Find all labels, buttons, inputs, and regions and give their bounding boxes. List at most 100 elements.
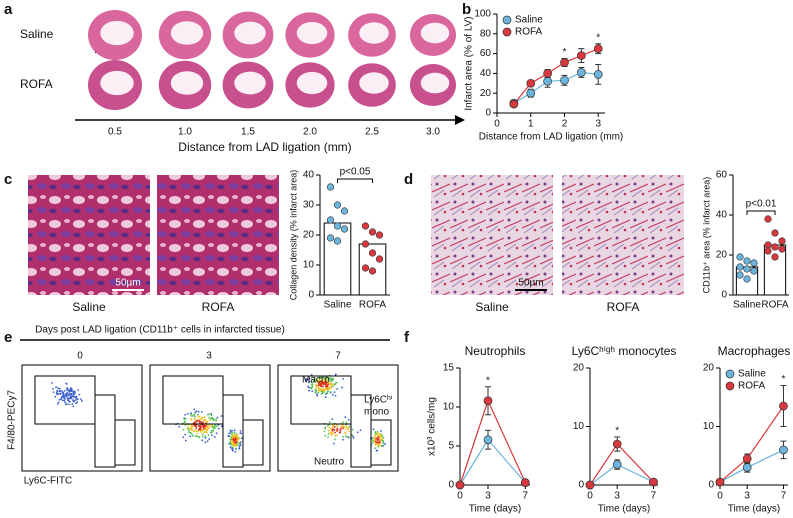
- flow-dot: [382, 445, 385, 447]
- data-point: [743, 275, 751, 283]
- flow-dot: [204, 435, 206, 438]
- flow-dot: [65, 387, 68, 390]
- flow-dot: [64, 401, 67, 404]
- flow-dot: [69, 390, 72, 393]
- axis-label: F4/80-PECy7: [7, 390, 18, 450]
- y-tick-label: 10: [573, 421, 585, 432]
- y-axis-label: x10³ cells/mg: [427, 397, 438, 456]
- flow-dot: [318, 382, 321, 385]
- flow-dot: [234, 450, 237, 453]
- flow-dot: [229, 429, 232, 432]
- flow-dot: [339, 431, 342, 434]
- flow-dot: [184, 433, 187, 436]
- arrow-head: [455, 115, 465, 125]
- flow-dot: [205, 421, 207, 424]
- flow-dot: [381, 438, 384, 440]
- flow-dot: [75, 402, 77, 405]
- legend-label: ROFA: [738, 381, 766, 392]
- flow-dot: [231, 443, 234, 446]
- flow-dot: [233, 429, 236, 432]
- flow-dot: [375, 441, 378, 444]
- flow-dot: [377, 441, 379, 444]
- data-point: [526, 78, 536, 88]
- flow-dot: [315, 386, 318, 389]
- flow-dot: [66, 393, 68, 395]
- flow-dot: [52, 388, 54, 390]
- flow-dot: [339, 429, 342, 432]
- flow-dot: [342, 377, 344, 380]
- flow-dot: [320, 388, 322, 391]
- legend-label: Saline: [738, 369, 766, 380]
- flow-dot: [184, 420, 186, 423]
- data-point: [333, 222, 342, 230]
- panel-letter: b: [462, 1, 471, 18]
- flow-dot: [211, 424, 213, 427]
- data-point: [326, 183, 335, 191]
- flow-dot: [193, 430, 195, 433]
- flow-dot: [56, 403, 59, 405]
- flow-dot: [192, 435, 194, 437]
- flow-dot: [70, 393, 73, 396]
- flow-dot: [372, 428, 375, 431]
- flow-dot: [343, 426, 346, 428]
- flow-dot: [372, 439, 375, 442]
- flow-dot: [67, 398, 69, 401]
- data-point: [368, 267, 377, 275]
- flow-dot: [208, 413, 211, 416]
- flow-dot: [238, 442, 241, 445]
- data-point: [361, 240, 370, 248]
- flow-dot: [373, 438, 376, 441]
- significance-star: *: [486, 375, 490, 386]
- series-line: [589, 443, 654, 486]
- y-axis-label: CD11b⁺ area (% infarct area): [701, 177, 711, 294]
- flow-dot: [236, 437, 239, 439]
- flow-dot: [320, 384, 323, 387]
- flow-dot: [240, 432, 243, 435]
- flow-dot: [234, 434, 237, 437]
- flow-dot: [214, 424, 216, 427]
- data-point: [560, 58, 569, 67]
- flow-dot: [378, 435, 381, 438]
- flow-dot: [347, 436, 350, 439]
- flow-dot: [70, 395, 73, 398]
- p-value: p<0.01: [746, 199, 777, 210]
- flow-dot: [70, 388, 73, 391]
- data-point: [779, 401, 788, 411]
- flow-dot: [67, 394, 70, 396]
- flow-dot: [206, 420, 209, 423]
- flow-dot: [189, 431, 192, 434]
- flow-dot: [236, 443, 239, 446]
- series-line: [589, 463, 654, 486]
- data-point: [612, 439, 622, 449]
- flow-dot: [321, 381, 324, 384]
- data-point: [778, 245, 786, 253]
- flow-dot: [374, 432, 377, 434]
- flow-dot: [227, 435, 230, 437]
- flow-dot: [193, 418, 196, 421]
- tissue-lumen: [296, 21, 328, 45]
- flow-dot: [194, 434, 197, 437]
- gate-label: mono: [364, 407, 389, 418]
- flow-dot: [333, 442, 335, 445]
- data-point: [361, 222, 370, 230]
- significance-star: *: [782, 374, 786, 385]
- flow-dot: [229, 431, 232, 433]
- flow-dot: [351, 428, 354, 431]
- flow-dot: [184, 413, 187, 416]
- data-point: [593, 44, 603, 54]
- flow-dot: [196, 435, 198, 438]
- tissue-lumen: [100, 20, 134, 46]
- x-tick-label: 3.0: [426, 127, 440, 138]
- histology-image: [157, 175, 279, 295]
- flow-dot: [62, 394, 65, 396]
- data-point: [509, 99, 519, 109]
- data-point: [577, 51, 586, 60]
- flow-dot: [233, 439, 236, 442]
- flow-dot: [382, 436, 385, 439]
- data-point: [585, 480, 595, 490]
- flow-dot: [374, 444, 377, 446]
- flow-dot: [228, 432, 230, 435]
- flow-dot: [60, 398, 62, 401]
- flow-dot: [324, 396, 327, 399]
- flow-dot: [329, 431, 331, 434]
